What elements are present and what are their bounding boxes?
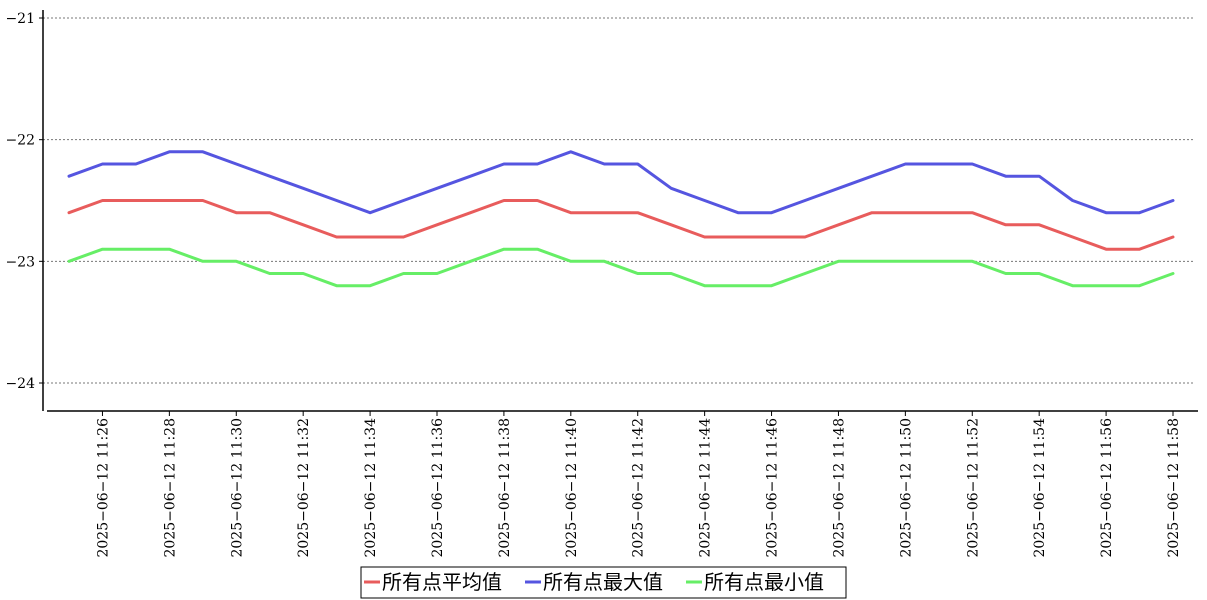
series-line-0 bbox=[67, 199, 1175, 251]
series-line-1 bbox=[67, 150, 1175, 215]
x-tick-label-10: 2025−06−12 11:46 bbox=[765, 418, 781, 558]
y-tick-labels: −21 −22 −23 −24 bbox=[5, 11, 35, 392]
grid-lines bbox=[43, 17, 1195, 384]
x-tick-label-15: 2025−06−12 11:56 bbox=[1099, 418, 1115, 558]
x-tick-label-5: 2025−06−12 11:36 bbox=[430, 418, 446, 558]
legend-label-1: 所有点最大值 bbox=[543, 570, 663, 594]
x-tick-label-12: 2025−06−12 11:50 bbox=[898, 418, 914, 558]
legend: 所有点平均值 所有点最大值 所有点最小值 bbox=[360, 566, 847, 599]
x-tick-label-0: 2025−06−12 11:26 bbox=[95, 418, 111, 558]
legend-label-0: 所有点平均值 bbox=[382, 570, 502, 594]
y-tick-label-0: −21 bbox=[5, 11, 35, 27]
x-tick-label-1: 2025−06−12 11:28 bbox=[162, 418, 178, 558]
x-tick-label-13: 2025−06−12 11:52 bbox=[965, 418, 981, 558]
x-tick-label-8: 2025−06−12 11:42 bbox=[631, 418, 647, 558]
legend-box bbox=[360, 566, 847, 599]
x-tick-label-3: 2025−06−12 11:32 bbox=[296, 418, 312, 558]
series-line-2 bbox=[67, 247, 1175, 288]
axes bbox=[39, 10, 1198, 416]
x-tick-label-2: 2025−06−12 11:30 bbox=[229, 418, 245, 558]
legend-label-2: 所有点最小值 bbox=[704, 570, 824, 594]
x-tick-label-11: 2025−06−12 11:48 bbox=[831, 418, 847, 558]
y-tick-label-1: −22 bbox=[5, 133, 35, 149]
x-tick-label-9: 2025−06−12 11:44 bbox=[698, 418, 714, 558]
x-tick-labels: 2025−06−12 11:26 2025−06−12 11:28 2025−06−… bbox=[95, 418, 1182, 558]
x-tick-label-6: 2025−06−12 11:38 bbox=[497, 418, 513, 558]
x-tick-label-14: 2025−06−12 11:54 bbox=[1032, 418, 1048, 558]
series-lines bbox=[67, 150, 1175, 288]
x-tick-label-4: 2025−06−12 11:34 bbox=[363, 418, 379, 558]
x-tick-label-7: 2025−06−12 11:40 bbox=[564, 418, 580, 558]
y-tick-label-2: −23 bbox=[5, 254, 35, 270]
x-tick-label-16: 2025−06−12 11:58 bbox=[1166, 418, 1182, 558]
y-tick-label-3: −24 bbox=[5, 376, 35, 392]
